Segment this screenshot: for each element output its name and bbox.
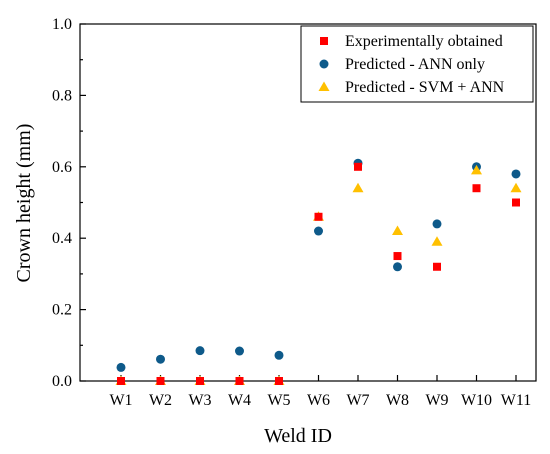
y-tick-label: 1.0	[52, 16, 72, 33]
legend-label: Experimentally obtained	[345, 33, 503, 50]
data-point-square	[354, 162, 362, 171]
data-point-circle	[393, 262, 402, 272]
x-tick-label: W8	[386, 392, 409, 409]
data-point-circle	[195, 346, 205, 356]
data-point-circle	[156, 354, 165, 364]
x-tick-label: W4	[228, 392, 251, 409]
x-tick-label: W1	[109, 392, 132, 409]
data-point-square	[156, 377, 165, 385]
x-tick-label: W9	[425, 392, 448, 409]
y-tick-label: 0.8	[52, 87, 72, 104]
legend-marker-circle	[319, 59, 329, 69]
legend-marker-square	[320, 37, 328, 45]
y-tick-label: 0.4	[52, 230, 72, 247]
data-point-triangle	[431, 236, 443, 246]
data-point-square	[393, 252, 402, 261]
x-tick-label: W6	[307, 392, 330, 409]
data-point-circle	[314, 226, 323, 236]
legend-box	[300, 25, 534, 103]
data-point-square	[512, 198, 520, 207]
data-point-circle	[432, 219, 442, 229]
x-tick-label: W2	[149, 392, 172, 409]
data-point-square	[196, 377, 204, 385]
y-tick-label: 0.6	[52, 159, 72, 176]
data-point-circle	[235, 346, 244, 356]
x-tick-label: W11	[501, 392, 532, 409]
data-point-square	[117, 377, 125, 385]
y-tick-label: 0.0	[52, 373, 72, 390]
data-point-triangle	[352, 182, 364, 193]
legend-label: Predicted - ANN only	[345, 56, 485, 73]
y-axis-title: Crown height (mm)	[13, 124, 35, 283]
legend-label: Predicted - SVM + ANN	[345, 79, 505, 96]
data-point-square	[275, 377, 283, 385]
data-point-circle	[116, 362, 126, 372]
x-tick-label: W7	[346, 392, 369, 409]
legend-marker-triangle	[318, 81, 330, 91]
x-axis-title: Weld ID	[264, 425, 332, 447]
data-point-circle	[511, 169, 521, 179]
data-point-triangle	[392, 225, 403, 236]
data-point-circle	[274, 350, 284, 360]
data-point-square	[472, 184, 481, 193]
data-point-triangle	[510, 182, 522, 193]
data-point-square	[433, 262, 441, 271]
y-tick-label: 0.2	[52, 302, 72, 319]
data-point-triangle	[471, 164, 482, 175]
data-point-square	[235, 377, 244, 385]
x-tick-label: W5	[267, 392, 290, 409]
x-tick-label: W10	[461, 392, 492, 409]
data-point-square	[314, 212, 323, 221]
x-tick-label: W3	[188, 392, 211, 409]
